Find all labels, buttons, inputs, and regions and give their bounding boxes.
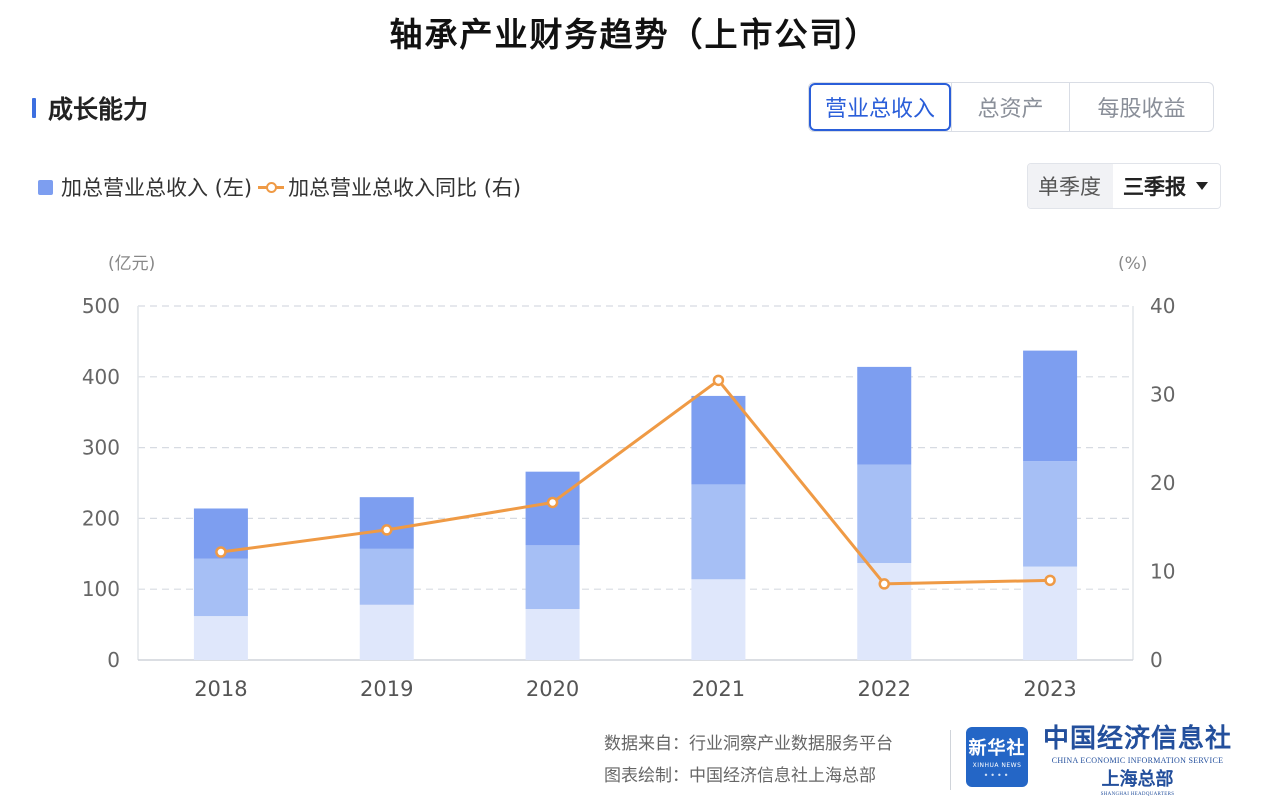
bar-segment	[193, 616, 248, 660]
x-tick-label: 2020	[526, 677, 579, 701]
y-left-unit: (亿元)	[108, 254, 155, 274]
x-tick-label: 2019	[360, 677, 413, 701]
y-left-tick-label: 500	[82, 294, 120, 318]
bar-segment	[1023, 350, 1078, 462]
metric-tabs: 营业总收入 总资产 每股收益	[808, 82, 1214, 132]
bar-segment	[525, 471, 580, 546]
tab-eps[interactable]: 每股收益	[1069, 83, 1213, 131]
chart-source: 数据来自：行业洞察产业数据服务平台 图表绘制：中国经济信息社上海总部	[604, 728, 893, 792]
bar-segment	[691, 579, 746, 660]
legend-swatch-line	[258, 181, 285, 193]
bar-segment	[857, 464, 912, 564]
x-tick-label: 2022	[858, 677, 911, 701]
y-right-tick-label: 40	[1150, 294, 1175, 318]
y-right-tick-label: 0	[1150, 648, 1163, 672]
period-selector: 单季度 三季报	[1027, 163, 1221, 209]
period-selected-value: 三季报	[1123, 175, 1186, 199]
legend-item-revenue[interactable]: 加总营业总收入 (左)	[38, 172, 252, 202]
y-right-tick-label: 10	[1150, 560, 1175, 584]
yoy-point	[546, 496, 559, 509]
section-marker	[32, 98, 36, 118]
bar-segment	[1023, 461, 1078, 567]
legend-swatch-bar	[38, 179, 53, 195]
y-right-unit: (%)	[1118, 254, 1147, 274]
section-title: 成长能力	[48, 95, 149, 124]
yoy-point	[381, 524, 393, 536]
yoy-point	[215, 546, 227, 558]
y-right-tick-label: 30	[1150, 383, 1175, 407]
y-right-tick-label: 20	[1150, 471, 1175, 495]
bar-segment	[691, 395, 746, 485]
bar-segment	[857, 563, 912, 660]
bar-segment	[359, 548, 414, 605]
legend-label-revenue: 加总营业总收入 (左)	[61, 176, 253, 200]
y-left-tick-label: 200	[82, 506, 120, 530]
tab-revenue[interactable]: 营业总收入	[809, 83, 951, 131]
x-tick-label: 2018	[194, 677, 247, 701]
page-title: 轴承产业财务趋势（上市公司）	[389, 15, 880, 54]
y-left-tick-label: 0	[107, 648, 120, 672]
x-tick-label: 2021	[692, 677, 745, 701]
yoy-point	[712, 374, 725, 387]
bar-segment	[691, 484, 746, 580]
chart-legend: 加总营业总收入 (左) 加总营业总收入同比 (右)	[38, 172, 527, 202]
footer-divider	[950, 730, 951, 790]
chevron-down-icon	[1196, 182, 1208, 190]
yoy-point	[878, 578, 890, 590]
legend-item-yoy[interactable]: 加总营业总收入同比 (右)	[258, 172, 521, 202]
period-label: 单季度	[1028, 164, 1113, 208]
revenue-chart: (亿元) (%) 0 100 200 300 400 500 0 10 20 30 40 2018 2019…	[82, 254, 1176, 701]
period-dropdown[interactable]: 三季报	[1113, 164, 1220, 208]
y-left-tick-label: 100	[82, 577, 120, 601]
bar-segment	[359, 497, 414, 549]
bar-segment	[525, 609, 580, 660]
xinhua-logo: 新华社 XINHUA NEWS ••••	[966, 727, 1028, 787]
y-left-tick-label: 400	[82, 365, 120, 389]
credit-line: 图表绘制：中国经济信息社上海总部	[604, 766, 876, 786]
cei-logo: 中国经济信息社 CHINA ECONOMIC INFORMATION SERVI…	[1042, 724, 1232, 797]
yoy-point	[1044, 574, 1056, 587]
y-left-tick-label: 300	[82, 436, 120, 460]
bar-segment	[857, 366, 912, 465]
tab-total-assets[interactable]: 总资产	[951, 83, 1069, 131]
source-line: 数据来自：行业洞察产业数据服务平台	[604, 734, 893, 754]
legend-label-yoy: 加总营业总收入同比 (右)	[288, 176, 522, 200]
bar-segment	[359, 604, 414, 660]
yoy-line	[220, 378, 1051, 586]
bar-segment	[525, 545, 580, 610]
bar-segment	[193, 558, 248, 617]
x-tick-label: 2023	[1023, 677, 1076, 701]
